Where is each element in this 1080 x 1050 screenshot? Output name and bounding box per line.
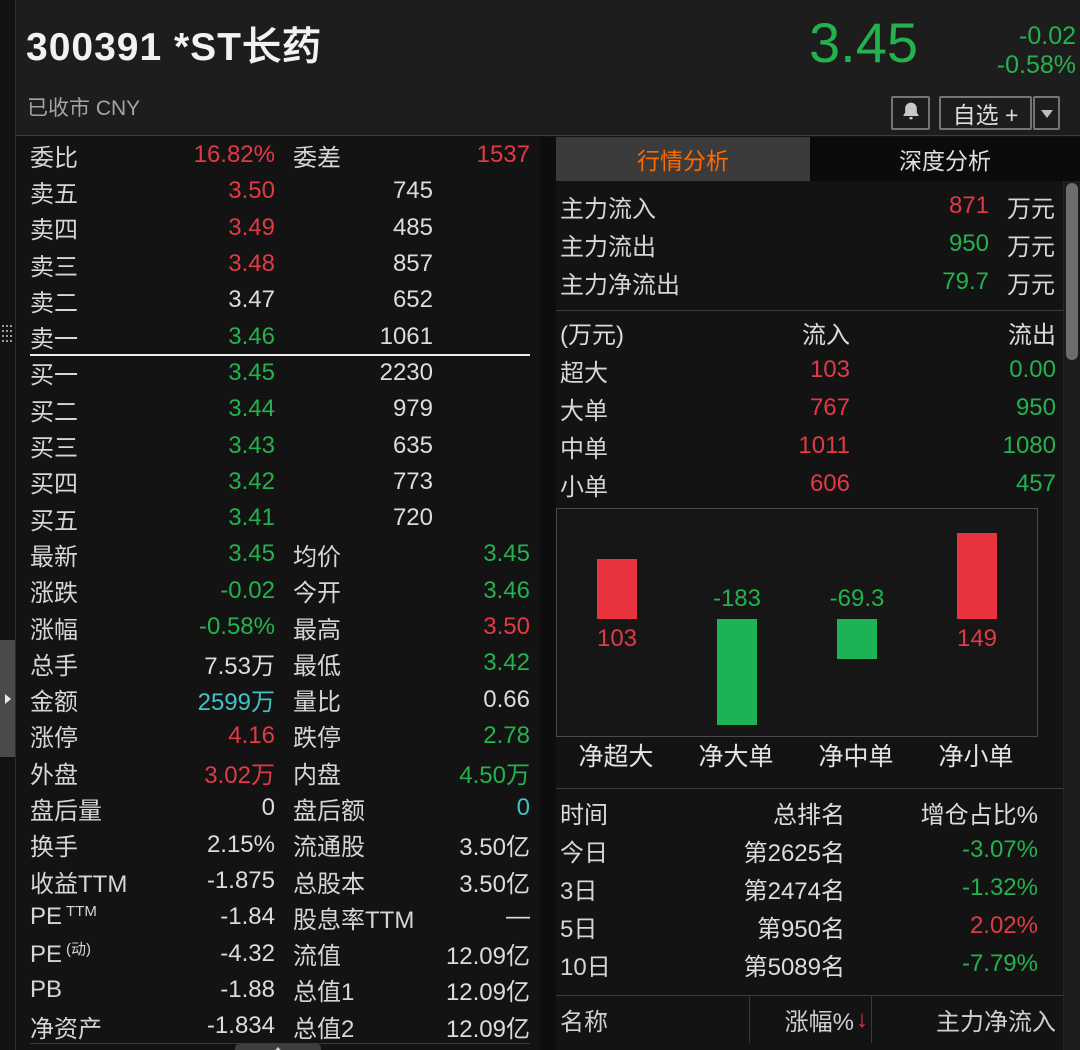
main-net-outflow-row: 主力净流出 79.7 万元 (560, 268, 1055, 299)
column-header-name[interactable]: 名称 (560, 1009, 608, 1036)
stock-list-header: 名称 涨幅% ↓ 主力净流入 (556, 995, 1080, 1043)
divider (556, 310, 1063, 311)
rank-row-10d: 10日 第5089名 -7.79% (560, 950, 1038, 981)
rank-row-5d: 5日 第950名 2.02% (560, 912, 1038, 943)
ask-row-1[interactable]: 卖一 3.46 1061 (30, 322, 433, 354)
bell-icon (901, 101, 921, 126)
bid-row-1[interactable]: 买一 3.45 2230 (30, 358, 433, 390)
market-status: 已收市 CNY (27, 97, 141, 120)
stats-row: 涨停 4.16 跌停 2.78 (30, 721, 530, 753)
stats-row: PE (动) -4.32 流值 12.09亿 (30, 939, 530, 971)
price-change-block: -0.02 -0.58% (997, 22, 1076, 80)
stock-title: 300391 *ST长药 (26, 26, 322, 69)
stats-row: 外盘 3.02万 内盘 4.50万 (30, 761, 530, 789)
last-price: 3.45 (809, 11, 918, 74)
bar-value-label: -183 (712, 585, 762, 612)
ask-row-5[interactable]: 卖五 3.50 745 (30, 177, 433, 208)
main-flow-summary: 主力流入 871 万元 主力流出 950 万元 主力净流出 79.7 万元 (560, 187, 1055, 301)
scrollbar-thumb[interactable] (1066, 183, 1078, 360)
diff-label: 委差 (293, 144, 341, 172)
order-book-divider (30, 353, 530, 356)
bar-category-labels: 净超大 净大单 净中单 净小单 (578, 743, 1014, 771)
ask-row-4[interactable]: 卖四 3.49 485 (30, 213, 433, 245)
sort-down-icon: ↓ (856, 1005, 868, 1033)
divider (556, 788, 1063, 789)
left-resize-gutter[interactable] (0, 0, 16, 1050)
stats-row: 总手 7.53万 最低 3.42 (30, 649, 530, 680)
order-book-panel: 委比 16.82% 委差 1537 卖五 3.50 745 卖四 3.49 48… (16, 137, 540, 1050)
bar-value-label: -69.3 (829, 585, 885, 612)
left-panel-bottom-divider (30, 1043, 530, 1044)
stats-row: 涨幅 -0.58% 最高 3.50 (30, 613, 530, 644)
tab-quote-analysis[interactable]: 行情分析 (556, 137, 810, 181)
price-change: -0.02 (1019, 22, 1076, 50)
bar-net-small (957, 533, 997, 619)
watchlist-add-button[interactable]: 自选 + (939, 96, 1032, 130)
watchlist-dropdown-button[interactable] (1033, 96, 1060, 130)
money-flow-row-small: 小单 606 457 (560, 470, 1056, 501)
bar-value-label: 149 (956, 625, 998, 652)
stats-row: 金额 2599万 量比 0.66 (30, 685, 530, 717)
panel-divider (540, 137, 556, 1050)
rank-table: 时间 总排名 增仓占比% 今日 第2625名 -3.07% 3日 第2474名 … (560, 793, 1038, 983)
stats-row: 涨跌 -0.02 今开 3.46 (30, 576, 530, 608)
column-header-main-net-inflow[interactable]: 主力净流入 (871, 996, 1080, 1043)
expand-arrow-icon (4, 693, 11, 704)
bid-row-3[interactable]: 买三 3.43 635 (30, 431, 433, 463)
diff-value: 1537 (476, 141, 530, 169)
bar-value-label: 103 (596, 625, 638, 652)
ratio-label: 委比 (30, 144, 78, 172)
rank-row-3d: 3日 第2474名 -1.32% (560, 874, 1038, 905)
ask-row-2[interactable]: 卖二 3.47 652 (30, 286, 433, 317)
stats-row: PB -1.88 总值1 12.09亿 (30, 975, 530, 1007)
ratio-value: 16.82% (193, 141, 275, 169)
gutter-grip-icon[interactable] (2, 325, 4, 327)
main-outflow-row: 主力流出 950 万元 (560, 230, 1055, 261)
watchlist-add-label: 自选 + (952, 102, 1019, 128)
money-flow-row-large: 大单 767 950 (560, 394, 1056, 425)
stats-row: PE TTM -1.84 股息率TTM — (30, 903, 530, 934)
bar-net-large (717, 619, 757, 725)
money-flow-row-xl: 超大 103 0.00 (560, 356, 1056, 387)
money-flow-row-medium: 中单 1011 1080 (560, 432, 1056, 463)
stats-row: 净资产 -1.834 总值2 12.09亿 (30, 1012, 530, 1043)
rank-row-today: 今日 第2625名 -3.07% (560, 836, 1038, 867)
chevron-down-icon (1040, 110, 1053, 118)
panel-expand-button[interactable] (0, 640, 15, 757)
stats-row: 最新 3.45 均价 3.45 (30, 540, 530, 571)
money-flow-table: (万元) 流入 流出 超大 103 0.00 大单 767 950 中单 101… (560, 313, 1056, 503)
main-inflow-row: 主力流入 871 万元 (560, 192, 1055, 223)
analysis-panel: 行情分析 深度分析 主力流入 871 万元 主力流出 950 万元 主力净流出 … (556, 137, 1080, 1050)
net-flow-bar-chart: 103 -183 -69.3 149 (556, 508, 1038, 737)
alert-bell-button[interactable] (891, 96, 930, 130)
price-change-percent: -0.58% (996, 51, 1076, 79)
bottom-expand-handle[interactable] (235, 1044, 321, 1050)
tab-depth-analysis[interactable]: 深度分析 (810, 137, 1080, 181)
right-scrollbar[interactable] (1063, 181, 1080, 1050)
bid-row-4[interactable]: 买四 3.42 773 (30, 467, 433, 499)
quote-header: 300391 *ST长药 已收市 CNY 3.45 -0.02 -0.58% 自… (16, 0, 1080, 136)
chevron-up-icon (273, 1047, 283, 1050)
analysis-tabs: 行情分析 深度分析 (556, 137, 1080, 181)
bid-row-5[interactable]: 买五 3.41 720 (30, 504, 433, 535)
column-header-change-pct[interactable]: 涨幅% ↓ (749, 996, 871, 1043)
money-flow-header: (万元) 流入 流出 (560, 321, 1056, 349)
order-summary-row: 委比 16.82% 委差 1537 (30, 137, 530, 173)
bar-net-xl (597, 559, 637, 619)
stats-row: 收益TTM -1.875 总股本 3.50亿 (30, 867, 530, 898)
ask-row-3[interactable]: 卖三 3.48 857 (30, 250, 433, 281)
stats-row: 换手 2.15% 流通股 3.50亿 (30, 830, 530, 862)
bar-net-medium (837, 619, 877, 659)
bid-row-2[interactable]: 买二 3.44 979 (30, 395, 433, 426)
rank-table-header: 时间 总排名 增仓占比% (560, 801, 1038, 829)
stats-row: 盘后量 0 盘后额 0 (30, 794, 530, 825)
